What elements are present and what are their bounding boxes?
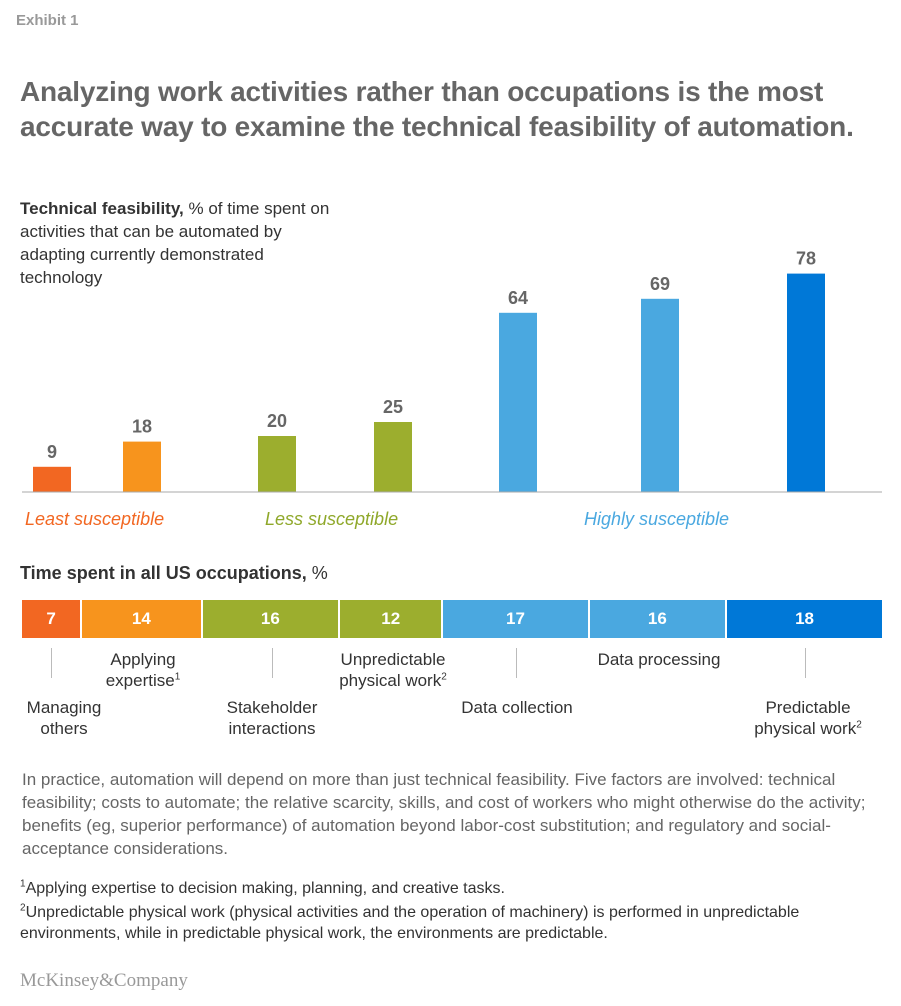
page-title: Analyzing work activities rather than oc… <box>20 76 854 142</box>
activity-label-managing: Managing others <box>26 698 102 738</box>
exhibit-label: Exhibit 1 <box>16 12 79 29</box>
segment-data-collection: 17 <box>443 600 590 638</box>
bar-value-managing-others: 9 <box>47 442 57 462</box>
time-spent-bar: 7 14 16 12 17 16 18 <box>22 600 882 638</box>
feasibility-bar-chart: 9 18 20 25 64 69 78 Least susceptible Less sus… <box>22 249 882 529</box>
footnote-2: 2Unpredictable physical work (physical a… <box>20 902 882 944</box>
activity-label-data-collection: Data collection <box>461 698 573 717</box>
bar-data-processing <box>641 298 679 492</box>
activity-label-unpredictable: Unpredictable physical work2 <box>328 649 458 691</box>
group-label-least: Least susceptible <box>25 509 164 529</box>
activity-label-predictable-text: Predictable physical work <box>754 698 857 738</box>
footnote-ref-1: 1 <box>174 671 181 683</box>
bar-unpredictable-physical-work <box>374 422 412 492</box>
bar-value-applying-expertise: 18 <box>132 417 152 437</box>
tick-managing <box>51 648 52 678</box>
bar-value-unpredictable-physical-work: 25 <box>383 397 403 417</box>
activity-label-predictable: Predictable physical work2 <box>738 697 878 739</box>
bar-value-data-processing: 69 <box>650 274 670 294</box>
segment-managing-others: 7 <box>22 600 83 638</box>
segment-stakeholder-interactions: 16 <box>202 600 341 638</box>
y-axis-label-rest: % of time spent on activities that can b… <box>20 199 330 287</box>
y-axis-label: Technical feasibility, % of time spent o… <box>20 197 350 289</box>
segment-applying-expertise: 14 <box>82 600 203 638</box>
bar-stakeholder-interactions <box>258 436 296 492</box>
tick-predictable <box>805 648 806 678</box>
bar-applying-expertise <box>123 441 161 492</box>
group-label-less: Less susceptible <box>265 509 398 529</box>
footnote-1-mark: 1 <box>20 878 26 890</box>
segment-unpredictable-physical-work: 12 <box>340 600 444 638</box>
footnote-ref-2b: 2 <box>856 719 862 731</box>
activity-label-applying-text: Applying expertise <box>105 650 176 690</box>
activity-label-unpredictable-text: Unpredictable physical work <box>339 650 446 690</box>
bar-managing-others <box>33 466 71 492</box>
footnote-ref-2a: 2 <box>441 671 447 683</box>
bar-data-collection <box>499 312 537 492</box>
group-label-highly: Highly susceptible <box>584 509 729 529</box>
bars: 9 18 20 25 64 69 78 <box>33 249 825 492</box>
mckinsey-logo: McKinsey&Company <box>20 970 188 991</box>
bar-value-data-collection: 64 <box>508 288 528 308</box>
segment-data-processing: 16 <box>589 600 728 638</box>
footnote-2-mark: 2 <box>20 902 26 914</box>
activity-label-applying: Applying expertise1 <box>88 649 198 691</box>
footnote-1: 1Applying expertise to decision making, … <box>20 878 880 899</box>
time-spent-title-bold: Time spent in all US occupations, <box>20 563 307 583</box>
footnote-2-text: Unpredictable physical work (physical ac… <box>20 904 800 942</box>
tick-stakeholder <box>272 648 273 678</box>
footnote-1-text: Applying expertise to decision making, p… <box>25 880 505 897</box>
tick-data-collection <box>516 648 517 678</box>
segment-predictable-physical-work: 18 <box>727 600 882 638</box>
time-spent-title: Time spent in all US occupations, % <box>20 563 328 584</box>
activity-label-stakeholder: Stakeholder interactions <box>226 698 318 738</box>
y-axis-label-bold: Technical feasibility, <box>20 199 184 218</box>
note-paragraph: In practice, automation will depend on m… <box>22 770 866 858</box>
activity-label-data-processing: Data processing <box>597 650 721 669</box>
bar-predictable-physical-work <box>787 273 825 492</box>
bar-value-stakeholder-interactions: 20 <box>267 411 287 431</box>
time-spent-title-rest: % <box>306 563 328 583</box>
bar-value-predictable-physical-work: 78 <box>796 249 816 269</box>
